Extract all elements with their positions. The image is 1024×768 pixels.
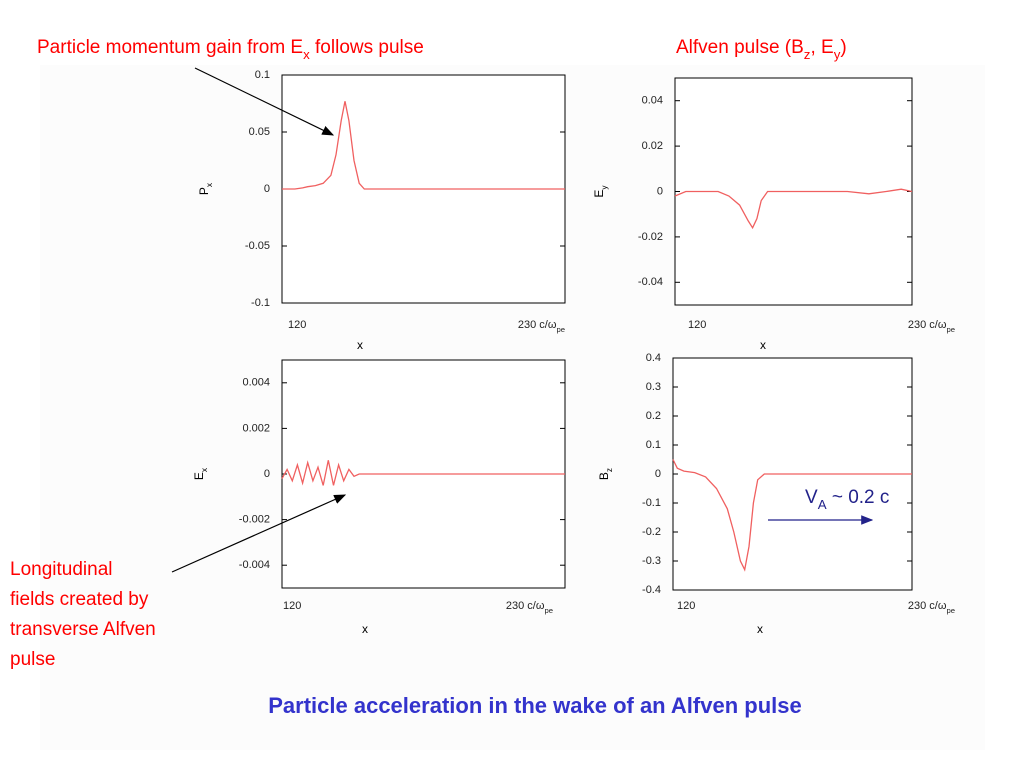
x-tick-label: 230 c/ωpe (518, 319, 565, 334)
text-part: 230 (908, 319, 926, 331)
y-axis-label: Px (197, 182, 214, 195)
annotation: Alfven pulse (Bz, Ey) (676, 37, 847, 62)
x-axis-label: x (362, 622, 368, 636)
subscript: x (204, 182, 214, 187)
data-line (672, 459, 912, 572)
text-part: c/ω (527, 600, 545, 612)
y-tick-label: 0.3 (646, 381, 661, 393)
y-tick-label: 0.1 (646, 439, 661, 451)
annotation: Particle momentum gain from Ex follows p… (37, 37, 424, 62)
y-tick-label: -0.02 (638, 231, 663, 243)
y-tick-label: 0.1 (255, 69, 270, 81)
x-tick-label: 120 (688, 319, 706, 331)
subscript: A (818, 497, 827, 512)
subscript: y (599, 185, 609, 190)
slide-title: Particle acceleration in the wake of an … (268, 693, 801, 718)
y-tick-label: 0.04 (642, 95, 663, 107)
y-tick-label: 0 (657, 185, 663, 197)
data-line (282, 101, 565, 190)
annotation-arrow (194, 67, 335, 136)
x-axis-label: x (760, 338, 766, 352)
text-part: c/ω (539, 319, 557, 331)
annotation: Longitudinal (10, 559, 112, 580)
x-tick-label: 120 (677, 600, 695, 612)
text-part: Alfven pulse (B (676, 37, 804, 58)
y-tick-label: -0.04 (638, 276, 663, 288)
subscript: pe (946, 606, 955, 615)
y-tick-label: -0.3 (642, 555, 661, 567)
data-line (674, 188, 913, 230)
y-tick-label: -0.2 (642, 526, 661, 538)
text-part: ) (840, 37, 846, 58)
y-tick-label: 0.004 (242, 377, 270, 389)
text-part: V (805, 487, 818, 508)
y-tick-label: 0.2 (646, 410, 661, 422)
text-part: , E (810, 37, 833, 58)
x-tick-label: 230 c/ωpe (908, 319, 955, 334)
annotation: VA ~ 0.2 c (805, 487, 889, 512)
y-tick-label: -0.05 (245, 240, 270, 252)
text-part: c/ω (929, 319, 947, 331)
text-part: E (592, 190, 606, 198)
annotation: pulse (10, 649, 55, 670)
y-tick-label: 0.05 (249, 126, 270, 138)
subscript: pe (946, 325, 955, 334)
y-tick-label: 0.02 (642, 140, 663, 152)
y-tick-label: 0.4 (646, 352, 661, 364)
x-tick-label: 230 c/ωpe (506, 600, 553, 615)
data-line (281, 460, 565, 486)
text-part: c/ω (929, 600, 947, 612)
text-part: 230 (506, 600, 524, 612)
text-part: 230 (908, 600, 926, 612)
y-tick-label: 0 (264, 183, 270, 195)
text-part: P (197, 187, 211, 195)
x-tick-label: 120 (288, 319, 306, 331)
y-tick-label: -0.004 (239, 559, 270, 571)
text-part: Particle momentum gain from E (37, 37, 303, 58)
text-part: ~ 0.2 c (827, 487, 890, 508)
x-axis-label: x (357, 338, 363, 352)
y-tick-label: 0 (264, 468, 270, 480)
y-tick-label: -0.1 (251, 297, 270, 309)
subscript: z (604, 468, 614, 472)
text-part: follows pulse (310, 37, 424, 58)
y-tick-label: 0 (655, 468, 661, 480)
text-part: E (192, 472, 206, 480)
subscript: y (834, 47, 841, 62)
text-part: B (597, 472, 611, 480)
y-tick-label: -0.4 (642, 584, 661, 596)
text-part: 230 (518, 319, 536, 331)
annotation-arrow (171, 494, 347, 573)
y-tick-label: -0.002 (239, 514, 270, 526)
annotation: fields created by (10, 589, 149, 610)
subscript: x (199, 467, 209, 472)
y-axis-label: Ey (592, 185, 609, 198)
y-tick-label: -0.1 (642, 497, 661, 509)
annotation: transverse Alfven (10, 619, 156, 640)
x-axis-label: x (757, 622, 763, 636)
x-tick-label: 230 c/ωpe (908, 600, 955, 615)
subscript: pe (544, 606, 553, 615)
subscript: x (303, 47, 310, 62)
x-tick-label: 120 (283, 600, 301, 612)
subscript: z (804, 47, 811, 62)
y-axis-label: Bz (597, 468, 614, 480)
y-tick-label: 0.002 (242, 422, 270, 434)
y-axis-label: Ex (192, 467, 209, 480)
subscript: pe (556, 325, 565, 334)
